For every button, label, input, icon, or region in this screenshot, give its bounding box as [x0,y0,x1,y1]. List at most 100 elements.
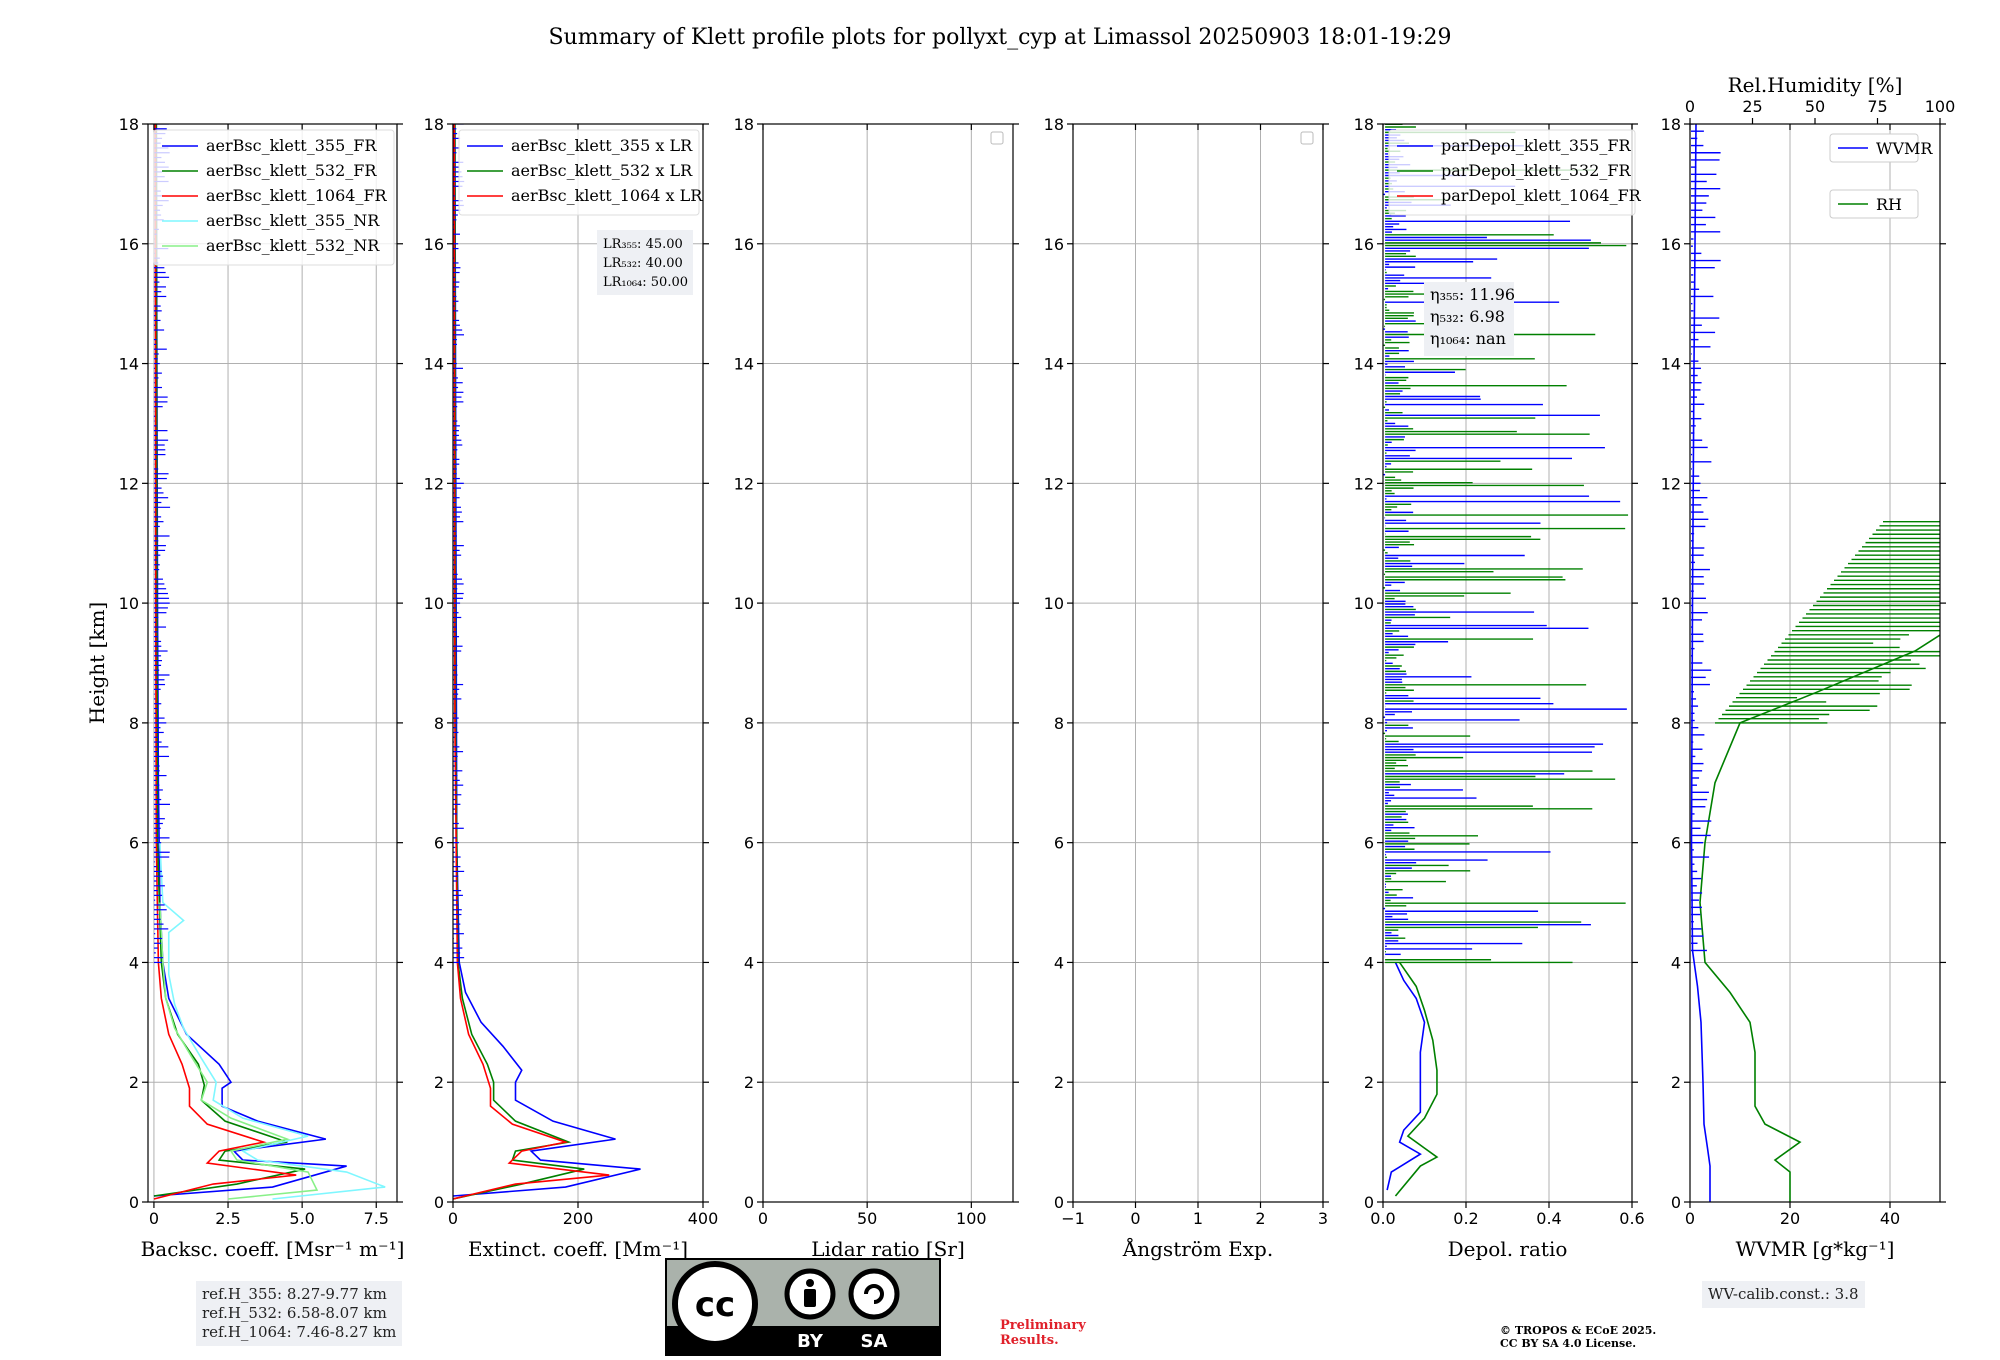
refh-355: ref.H_355: 8.27-9.77 km [202,1285,387,1303]
annotation-text: η₁₀₆₄: nan [1430,329,1506,348]
y-tick-label: 10 [424,594,444,613]
x2-tick-label: 25 [1742,97,1762,116]
x-axis-label: Extinct. coeff. [Mm⁻¹] [468,1237,688,1261]
cc-badge-art: cc BY SA [667,1261,939,1354]
y-tick-label: 12 [734,474,754,493]
legend-label: WVMR [1876,139,1933,158]
legend-label: aerBsc_klett_1064 x LR [511,186,703,205]
legend-label: aerBsc_klett_532_NR [206,236,380,255]
series-line-aerBsc_klett_1064_FR [153,124,297,1200]
y-tick-label: 12 [119,474,139,493]
y-tick-label: 8 [1364,714,1374,733]
y-tick-label: 16 [734,235,754,254]
legend-box [1829,189,1919,219]
series-line-aerBsc_klett_1064 x LR [453,124,610,1200]
annotation-text: η₅₃₂: 6.98 [1430,307,1505,326]
y-tick-label: 10 [1354,594,1374,613]
legend-label: aerBsc_klett_532 x LR [511,161,693,180]
wv-calib-text: WV-calib.const.: 3.8 [1708,1285,1859,1303]
y-tick-label: 2 [129,1073,139,1092]
y-tick-label: 18 [424,115,444,134]
y-tick-label: 2 [744,1073,754,1092]
x-tick-label: 0 [448,1209,458,1228]
annotation-text: LR₅₃₂: 40.00 [603,256,683,271]
series-line-RH [1699,634,1940,1202]
x-tick-label: 0 [1130,1209,1140,1228]
series-line-aerBsc_klett_355_FR [153,124,347,1197]
legend-box [153,129,395,266]
y-tick-label: 14 [1044,355,1064,374]
annotation-box [1424,282,1514,356]
annotation-text: LR₃₅₅: 45.00 [603,237,683,252]
x-tick-label: 100 [956,1209,987,1228]
refh-532: ref.H_532: 6.58-8.07 km [202,1304,387,1322]
y-tick-label: 10 [119,594,139,613]
y-tick-label: 10 [734,594,754,613]
y-tick-label: 0 [1671,1193,1681,1212]
legend-label: parDepol_klett_355_FR [1441,136,1632,155]
panel-backscatter: 0 2 4 6 8 10 12 14 16 18 0 2.5 5.0 7.5 Backsc. coeff. … [85,115,404,1261]
y-tick-label: 8 [1671,714,1681,733]
by-person-body [804,1289,816,1307]
x-tick-label: 0 [149,1209,159,1228]
y-tick-label: 14 [1661,355,1681,374]
y-tick-label: 18 [1661,115,1681,134]
y-tick-label: 0 [1364,1193,1374,1212]
axes-frame [762,123,1014,1203]
x-tick-label: 400 [688,1209,719,1228]
y-tick-label: 2 [1054,1073,1064,1092]
annotation-box [597,230,693,295]
cc-by-text: BY [797,1331,824,1352]
y-tick-label: 6 [744,834,754,853]
x-axis-label: WVMR [g*kg⁻¹] [1736,1237,1895,1261]
wv-calib-box: WV-calib.const.: 3.8 [1702,1281,1865,1308]
y-tick-label: 2 [1671,1073,1681,1092]
legend-label: aerBsc_klett_355_FR [206,136,377,155]
copyright-line-1: © TROPOS & ECoE 2025. [1500,1324,1657,1337]
y-tick-label: 8 [744,714,754,733]
axes-frame [1689,123,1941,1203]
x-tick-label: 2.5 [215,1209,240,1228]
x2-tick-label: 0 [1685,97,1695,116]
copyright-note: © TROPOS & ECoE 2025. CC BY SA 4.0 Licen… [1500,1324,1656,1350]
x2-tick-label: 100 [1925,97,1956,116]
cc-sa-text: SA [861,1331,888,1352]
legend-box [1388,129,1636,216]
x-tick-label: 1 [1193,1209,1203,1228]
y-tick-label: 6 [1054,834,1064,853]
empty-legend-box [990,131,1004,145]
y-axis-label: Height [km] [85,602,109,724]
y-tick-label: 18 [1044,115,1064,134]
y-tick-label: 0 [744,1193,754,1212]
series-group [1690,124,1940,1202]
preliminary-line-2: Results. [1000,1333,1059,1348]
annotation-text: η₃₅₅: 11.96 [1430,285,1515,304]
series-line-aerBsc_klett_532_FR [153,124,306,1197]
x2-tick-label: 75 [1867,97,1887,116]
x-tick-label: −1 [1061,1209,1085,1228]
y-tick-label: 16 [119,235,139,254]
y-tick-label: 4 [1364,953,1374,972]
sa-arc [864,1284,884,1304]
series-line-WVMR [1690,124,1711,1202]
figure-title: Summary of Klett profile plots for polly… [548,25,1451,50]
y-tick-label: 8 [434,714,444,733]
y-tick-label: 4 [129,953,139,972]
series-line-aerBsc_klett_532_NR [159,902,319,1200]
preliminary-results-note: Preliminary Results. [1000,1318,1086,1348]
by-person-head [806,1279,814,1287]
x-tick-label: 0.4 [1536,1209,1561,1228]
y-tick-label: 18 [734,115,754,134]
x-tick-label: 0.2 [1453,1209,1478,1228]
y-tick-label: 14 [424,355,444,374]
y-tick-label: 2 [434,1073,444,1092]
sa-share-icon [848,1268,900,1320]
y-tick-label: 0 [1054,1193,1064,1212]
y-tick-label: 14 [734,355,754,374]
y-tick-label: 0 [129,1193,139,1212]
y-tick-label: 10 [1044,594,1064,613]
x-axis-label: Depol. ratio [1448,1237,1568,1261]
y-tick-label: 16 [1354,235,1374,254]
